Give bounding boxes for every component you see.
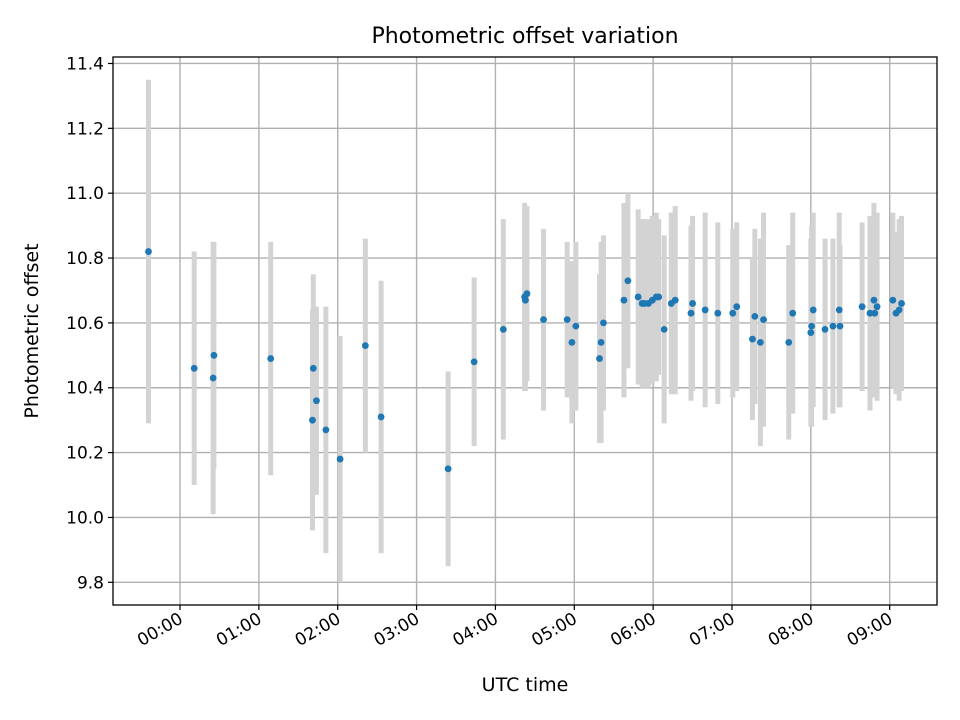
data-point [871, 309, 879, 317]
data-point [210, 351, 218, 359]
data-point [267, 355, 275, 362]
data-point [660, 325, 668, 333]
data-point [655, 293, 663, 301]
data-point [309, 364, 317, 372]
data-point [597, 338, 605, 346]
y-tick-label: 10.6 [66, 314, 104, 334]
data-point [751, 313, 759, 320]
data-point [785, 338, 793, 346]
data-point [749, 335, 756, 343]
data-point [898, 300, 905, 307]
data-point [572, 322, 580, 330]
data-point [687, 309, 695, 317]
tick-layer: 00:00 01:00 02:00 03:00 04:00 05:00 06:00 07:00… [66, 54, 896, 650]
data-point [322, 426, 330, 434]
data-point [523, 290, 531, 298]
x-tick-label: 03:00 [371, 609, 423, 651]
data-point [209, 374, 217, 382]
chart-title: Photometric offset variation [371, 24, 678, 49]
x-tick-label: 01:00 [213, 609, 265, 651]
data-point [835, 306, 843, 314]
data-point [829, 322, 837, 330]
data-point [807, 329, 815, 337]
data-point [895, 306, 903, 314]
data-point [808, 322, 816, 330]
data-point [313, 397, 320, 405]
data-point [701, 306, 709, 314]
data-point [499, 325, 507, 333]
data-point [309, 416, 316, 424]
data-point [361, 342, 369, 349]
data-point [377, 413, 385, 421]
y-tick-label: 11.4 [66, 54, 104, 74]
data-point [809, 306, 817, 314]
data-point [444, 465, 452, 473]
y-tick-label: 10.0 [66, 508, 104, 528]
x-tick-label: 08:00 [765, 609, 817, 651]
data-point [521, 296, 529, 304]
data-point [600, 319, 607, 327]
x-tick-label: 04:00 [449, 609, 501, 651]
x-axis-label: UTC time [482, 674, 569, 696]
data-point [568, 338, 576, 346]
y-tick-label: 10.4 [66, 379, 104, 399]
data-point [873, 303, 881, 311]
x-tick-label: 02:00 [292, 609, 344, 651]
data-point [634, 293, 642, 301]
x-tick-label: 05:00 [528, 609, 580, 651]
errorbar-layer [145, 79, 905, 583]
data-point [870, 296, 878, 304]
data-point [671, 296, 679, 304]
data-point [889, 296, 897, 304]
data-point [733, 303, 741, 311]
data-point [145, 248, 152, 255]
y-tick-label: 10.2 [66, 444, 104, 464]
data-point [836, 322, 844, 330]
y-tick-label: 9.8 [77, 573, 104, 593]
x-tick-label: 00:00 [134, 609, 186, 651]
data-point [714, 309, 722, 317]
data-point [563, 316, 571, 324]
data-point [821, 325, 829, 333]
data-point [866, 309, 874, 317]
data-point [540, 316, 547, 324]
point-layer [145, 248, 905, 473]
plot-frame [112, 56, 938, 606]
data-point [596, 355, 603, 362]
y-tick-label: 11.0 [66, 184, 104, 204]
y-tick-label: 11.2 [66, 119, 104, 139]
data-point [729, 309, 737, 317]
data-point [760, 316, 767, 324]
x-tick-label: 07:00 [686, 609, 738, 651]
data-point [470, 358, 478, 366]
y-tick-label: 10.8 [66, 249, 104, 269]
data-point [689, 300, 696, 307]
data-point [190, 364, 198, 372]
data-point [620, 296, 628, 304]
data-point [336, 455, 344, 463]
data-point [858, 303, 866, 311]
data-point [789, 309, 797, 317]
x-tick-label: 06:00 [607, 609, 659, 651]
y-axis-label: Photometric offset [21, 243, 43, 418]
data-point [756, 338, 764, 346]
data-point [624, 277, 632, 285]
x-tick-label: 09:00 [844, 609, 896, 651]
